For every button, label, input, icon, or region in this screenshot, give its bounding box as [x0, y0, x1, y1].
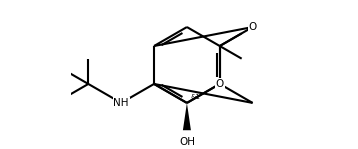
Text: &1: &1 — [190, 94, 200, 100]
Text: O: O — [216, 79, 224, 89]
Text: O: O — [248, 22, 257, 32]
Text: NH: NH — [113, 98, 129, 108]
Polygon shape — [183, 103, 191, 130]
Text: OH: OH — [179, 136, 195, 147]
